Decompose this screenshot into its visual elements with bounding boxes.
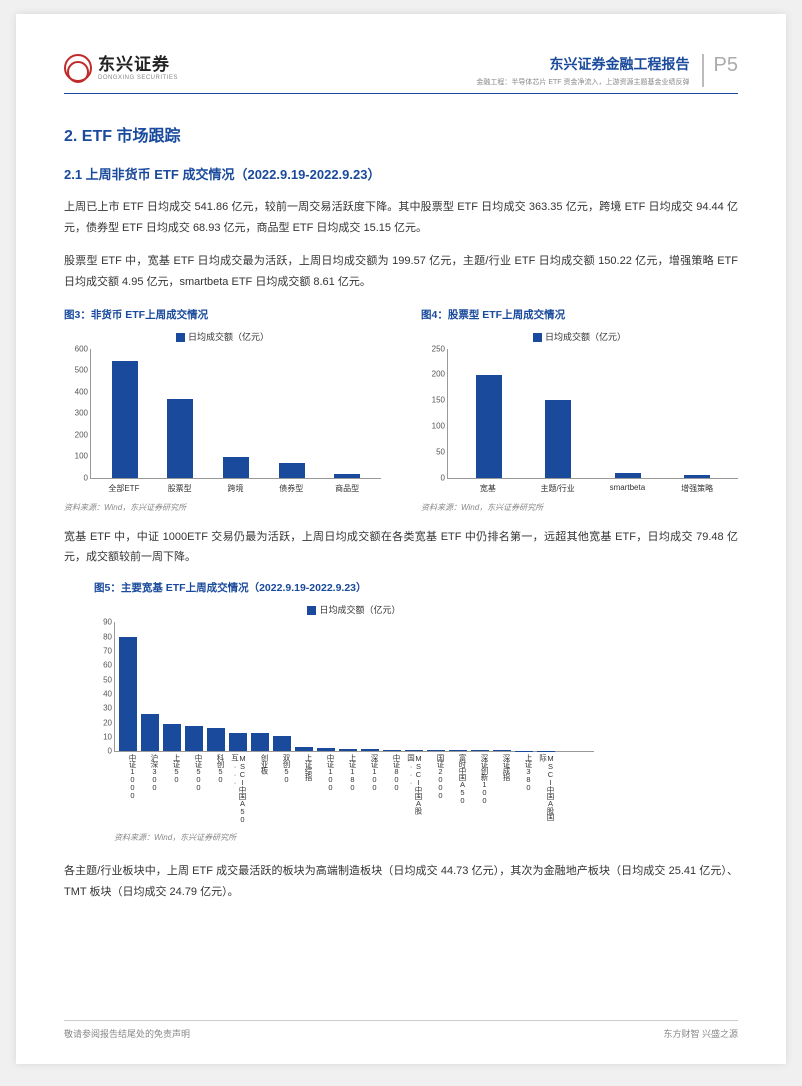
bar	[405, 750, 423, 751]
bar	[141, 714, 159, 751]
x-axis-label: 中证500	[184, 754, 202, 824]
paragraph-4: 各主题/行业板块中，上周 ETF 成交最活跃的板块为高端制造板块（日均成交 44…	[64, 861, 738, 903]
x-axis-label: 沪深300	[140, 754, 158, 824]
header: 东兴证券 DONGXING SECURITIES 东兴证券金融工程报告 金融工程…	[64, 54, 738, 87]
paragraph-3: 宽基 ETF 中，中证 1000ETF 交易仍最为活跃，上周日均成交额在各类宽基…	[64, 527, 738, 569]
bar	[383, 750, 401, 752]
bar	[334, 474, 360, 477]
logo-en: DONGXING SECURITIES	[98, 75, 178, 81]
bar	[339, 749, 357, 751]
bar	[163, 724, 181, 751]
chart-4-area: 050100150200250	[447, 349, 738, 479]
x-axis-label: 双创50	[272, 754, 290, 824]
chart-4: 图4：股票型 ETF上周成交情况 日均成交额（亿元） 0501001502002…	[421, 307, 738, 513]
bar	[476, 375, 502, 478]
bar	[229, 733, 247, 752]
bar	[273, 736, 291, 752]
chart-5-source: 资料来源：Wind，东兴证券研究所	[114, 832, 738, 843]
header-right: 东兴证券金融工程报告 金融工程：半导体芯片 ETF 资金净流入，上游资源主题基金…	[476, 54, 738, 87]
section-heading-2-1: 2.1 上周非货币 ETF 成交情况（2022.9.19-2022.9.23）	[64, 164, 738, 183]
x-axis-label: 主题/行业	[523, 483, 593, 494]
bar	[449, 750, 467, 751]
x-axis-label: 上证50	[162, 754, 180, 824]
chart-3-title: 图3：非货币 ETF上周成交情况	[64, 307, 381, 322]
paragraph-1: 上周已上市 ETF 日均成交 541.86 亿元，较前一周交易活跃度下降。其中股…	[64, 197, 738, 239]
x-axis-label: 科创50	[206, 754, 224, 824]
header-divider	[64, 93, 738, 94]
bar	[251, 733, 269, 752]
x-axis-label: 国证2000	[426, 754, 444, 824]
paragraph-2: 股票型 ETF 中，宽基 ETF 日均成交最为活跃，上周日均成交额为 199.5…	[64, 251, 738, 293]
report-subtitle: 金融工程：半导体芯片 ETF 资金净流入，上游资源主题基金业绩反弹	[476, 77, 689, 87]
bar	[684, 475, 710, 478]
bar	[223, 457, 249, 477]
bar	[427, 750, 445, 751]
x-axis-label: 全部ETF	[96, 483, 152, 494]
x-axis-label: 中证1000	[118, 754, 136, 824]
legend-swatch-icon	[533, 333, 542, 342]
bar	[295, 747, 313, 751]
bar	[493, 750, 511, 751]
logo-icon	[64, 54, 92, 82]
chart-3: 图3：非货币 ETF上周成交情况 日均成交额（亿元） 0100200300400…	[64, 307, 381, 513]
chart-5-legend: 日均成交额（亿元）	[114, 603, 594, 616]
chart-3-legend: 日均成交额（亿元）	[64, 330, 381, 343]
x-axis-label: 跨境	[208, 483, 264, 494]
logo-cn: 东兴证券	[98, 56, 178, 73]
footer-right: 东方财智 兴盛之源	[663, 1027, 738, 1040]
x-axis-label: MSCI中国A股国...	[404, 754, 422, 824]
bar	[545, 400, 571, 478]
bar	[112, 361, 138, 477]
x-axis-label: 上证380	[514, 754, 532, 824]
x-axis-label: 深证100	[360, 754, 378, 824]
legend-swatch-icon	[176, 333, 185, 342]
chart-5-area: 0102030405060708090	[114, 622, 594, 752]
x-axis-label: 股票型	[152, 483, 208, 494]
x-axis-label: 深证创新100	[470, 754, 488, 824]
chart-5-title: 图5：主要宽基 ETF上周成交情况（2022.9.19-2022.9.23）	[94, 580, 738, 595]
chart-5: 图5：主要宽基 ETF上周成交情况（2022.9.19-2022.9.23） 日…	[94, 580, 738, 843]
x-axis-label: 商品型	[319, 483, 375, 494]
footer-left: 敬请参阅报告结尾处的免责声明	[64, 1027, 190, 1040]
chart-4-source: 资料来源：Wind，东兴证券研究所	[421, 502, 738, 513]
x-axis-label: 创业板	[250, 754, 268, 824]
bar	[207, 728, 225, 751]
x-axis-label: smartbeta	[593, 483, 663, 494]
x-axis-label: 上证180	[338, 754, 356, 824]
x-axis-label: 债券型	[263, 483, 319, 494]
bar	[167, 399, 193, 477]
logo-block: 东兴证券 DONGXING SECURITIES	[64, 54, 178, 82]
bar	[537, 751, 555, 752]
chart-3-source: 资料来源：Wind，东兴证券研究所	[64, 502, 381, 513]
bar	[615, 473, 641, 477]
bar	[471, 750, 489, 751]
chart-4-title: 图4：股票型 ETF上周成交情况	[421, 307, 738, 322]
report-title: 东兴证券金融工程报告	[476, 54, 689, 74]
bar	[279, 463, 305, 478]
x-axis-label: 上证综指	[294, 754, 312, 824]
legend-swatch-icon	[307, 606, 316, 615]
bar	[119, 637, 137, 751]
chart-3-area: 0100200300400500600	[90, 349, 381, 479]
x-axis-label: MSCI中国A50互...	[228, 754, 246, 824]
x-axis-label: MSCI中国A股国际	[536, 754, 554, 824]
bar	[515, 751, 533, 752]
bar	[361, 749, 379, 751]
x-axis-label: 宽基	[453, 483, 523, 494]
x-axis-label: 中证800	[382, 754, 400, 824]
section-heading-2: 2. ETF 市场跟踪	[64, 122, 738, 146]
footer: 敬请参阅报告结尾处的免责声明 东方财智 兴盛之源	[64, 1020, 738, 1040]
bar	[317, 748, 335, 751]
bar	[185, 726, 203, 752]
x-axis-label: 富时中国A50	[448, 754, 466, 824]
x-axis-label: 中证100	[316, 754, 334, 824]
page-container: 东兴证券 DONGXING SECURITIES 东兴证券金融工程报告 金融工程…	[16, 14, 786, 1064]
charts-row-3-4: 图3：非货币 ETF上周成交情况 日均成交额（亿元） 0100200300400…	[64, 307, 738, 513]
chart-4-legend: 日均成交额（亿元）	[421, 330, 738, 343]
x-axis-label: 深证成指	[492, 754, 510, 824]
x-axis-label: 增强策略	[662, 483, 732, 494]
page-number: P5	[714, 54, 738, 77]
